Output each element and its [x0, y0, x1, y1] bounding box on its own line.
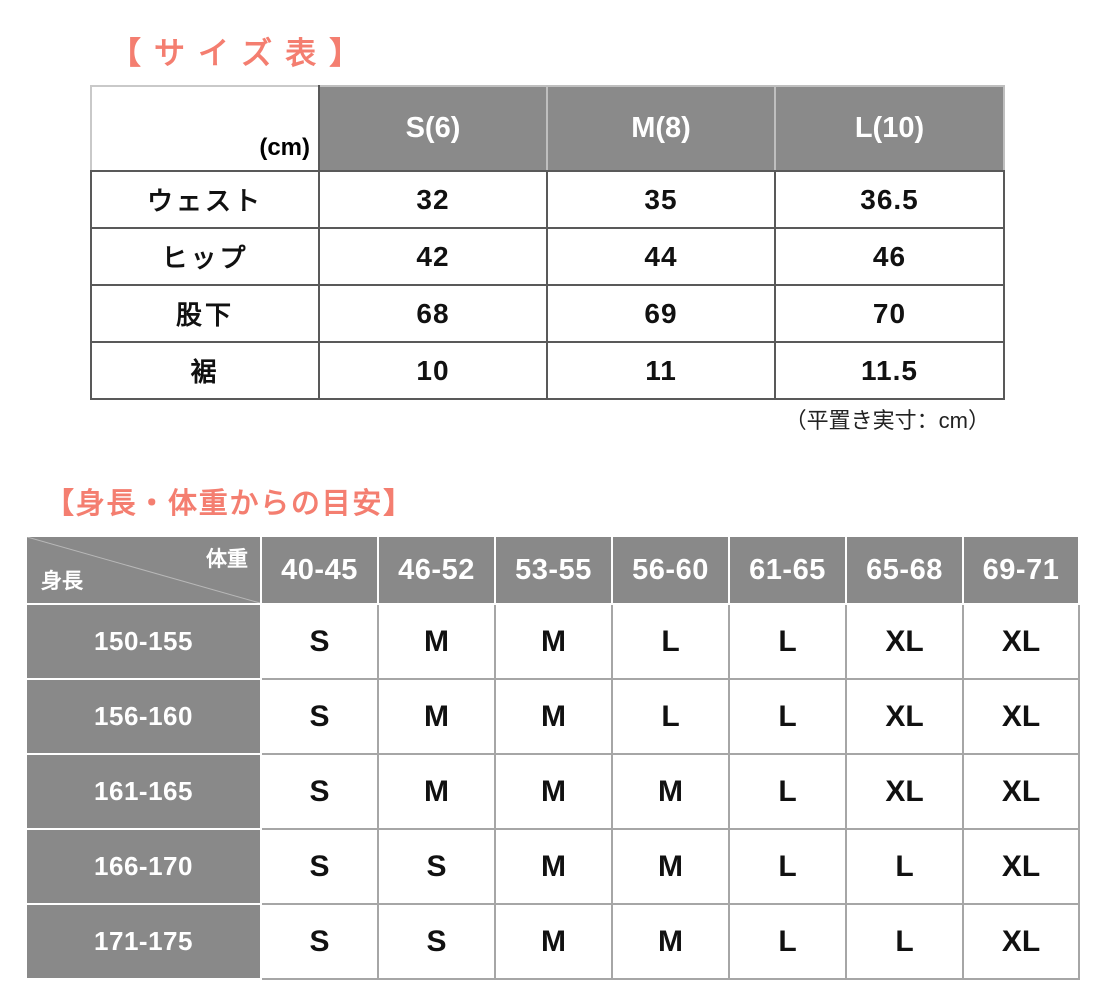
table-cell: 44 [546, 227, 776, 286]
column-header-s: S(6) [318, 85, 548, 172]
table-row: 体重 身長 40-45 46-52 53-55 56-60 61-65 65-6… [25, 535, 1080, 605]
table-row: 150-155 S M M L L XL XL [25, 603, 1080, 680]
table-row-hem: 裾 10 11 11.5 [90, 341, 1005, 400]
table-row: 171-175 S S M M L L XL [25, 903, 1080, 980]
row-label: 股下 [90, 284, 320, 343]
weight-column-header: 69-71 [962, 535, 1080, 605]
table-cell: 46 [774, 227, 1005, 286]
weight-column-header: 65-68 [845, 535, 964, 605]
height-row-header: 171-175 [25, 903, 262, 980]
size-cell: M [494, 753, 613, 830]
size-cell: S [377, 828, 496, 905]
weight-column-header: 61-65 [728, 535, 847, 605]
table-row-hip: ヒップ 42 44 46 [90, 227, 1005, 286]
table-cell: 42 [318, 227, 548, 286]
table-row-waist: ウェスト 32 35 36.5 [90, 170, 1005, 229]
size-cell: XL [845, 753, 964, 830]
size-cell: L [728, 753, 847, 830]
height-row-header: 166-170 [25, 828, 262, 905]
fit-guide-table: 体重 身長 40-45 46-52 53-55 56-60 61-65 65-6… [25, 535, 1080, 980]
height-axis-label: 身長 [41, 570, 83, 593]
table-cell: 70 [774, 284, 1005, 343]
size-table-header: (cm) S(6) M(8) L(10) [90, 85, 1005, 172]
table-cell: 11.5 [774, 341, 1005, 400]
size-cell: L [611, 603, 730, 680]
size-cell: L [845, 828, 964, 905]
size-cell: L [728, 603, 847, 680]
size-table-title: 【サイズ表】 [110, 36, 374, 71]
column-header-m: M(8) [546, 85, 776, 172]
size-cell: XL [962, 753, 1080, 830]
size-cell: XL [962, 603, 1080, 680]
size-cell: M [377, 603, 496, 680]
height-row-header: 156-160 [25, 678, 262, 755]
weight-column-header: 46-52 [377, 535, 496, 605]
size-cell: S [260, 678, 379, 755]
weight-column-header: 56-60 [611, 535, 730, 605]
table-row: 166-170 S S M M L L XL [25, 828, 1080, 905]
size-cell: S [377, 903, 496, 980]
table-row-inseam: 股下 68 69 70 [90, 284, 1005, 343]
corner-cell: 体重 身長 [25, 535, 262, 605]
size-cell: L [845, 903, 964, 980]
size-cell: S [260, 903, 379, 980]
row-label: ヒップ [90, 227, 320, 286]
table-cell: 11 [546, 341, 776, 400]
size-cell: XL [845, 603, 964, 680]
size-cell: M [494, 678, 613, 755]
size-cell: M [494, 903, 613, 980]
table-cell: 35 [546, 170, 776, 229]
size-cell: S [260, 603, 379, 680]
row-label: 裾 [90, 341, 320, 400]
size-cell: L [728, 678, 847, 755]
height-row-header: 161-165 [25, 753, 262, 830]
size-table: (cm) S(6) M(8) L(10) ウェスト 32 35 36.5 ヒップ… [90, 85, 1005, 400]
size-cell: S [260, 828, 379, 905]
size-cell: M [377, 678, 496, 755]
size-cell: XL [962, 678, 1080, 755]
size-cell: M [611, 753, 730, 830]
table-cell: 36.5 [774, 170, 1005, 229]
weight-column-header: 40-45 [260, 535, 379, 605]
size-cell: M [377, 753, 496, 830]
unit-label-cell: (cm) [90, 85, 320, 172]
size-cell: M [611, 903, 730, 980]
size-cell: M [611, 828, 730, 905]
fit-guide-title: 【身長・体重からの目安】 [45, 488, 414, 520]
size-table-body: ウェスト 32 35 36.5 ヒップ 42 44 46 股下 68 69 70… [90, 170, 1005, 400]
height-row-header: 150-155 [25, 603, 262, 680]
size-cell: L [728, 828, 847, 905]
table-cell: 69 [546, 284, 776, 343]
size-cell: L [728, 903, 847, 980]
table-cell: 68 [318, 284, 548, 343]
size-cell: XL [845, 678, 964, 755]
table-cell: 10 [318, 341, 548, 400]
fit-guide-header: 体重 身長 40-45 46-52 53-55 56-60 61-65 65-6… [25, 535, 1080, 605]
column-header-l: L(10) [774, 85, 1005, 172]
table-row: (cm) S(6) M(8) L(10) [90, 85, 1005, 172]
diagonal-divider [27, 537, 260, 603]
size-cell: S [260, 753, 379, 830]
row-label: ウェスト [90, 170, 320, 229]
size-cell: XL [962, 903, 1080, 980]
weight-axis-label: 体重 [206, 548, 248, 571]
table-row: 156-160 S M M L L XL XL [25, 678, 1080, 755]
size-cell: XL [962, 828, 1080, 905]
size-cell: M [494, 828, 613, 905]
size-cell: M [494, 603, 613, 680]
weight-column-header: 53-55 [494, 535, 613, 605]
table-row: 161-165 S M M M L XL XL [25, 753, 1080, 830]
size-cell: L [611, 678, 730, 755]
measurement-note: （平置き実寸：cm） [784, 408, 990, 433]
table-cell: 32 [318, 170, 548, 229]
fit-guide-body: 150-155 S M M L L XL XL 156-160 S M M L … [25, 603, 1080, 980]
